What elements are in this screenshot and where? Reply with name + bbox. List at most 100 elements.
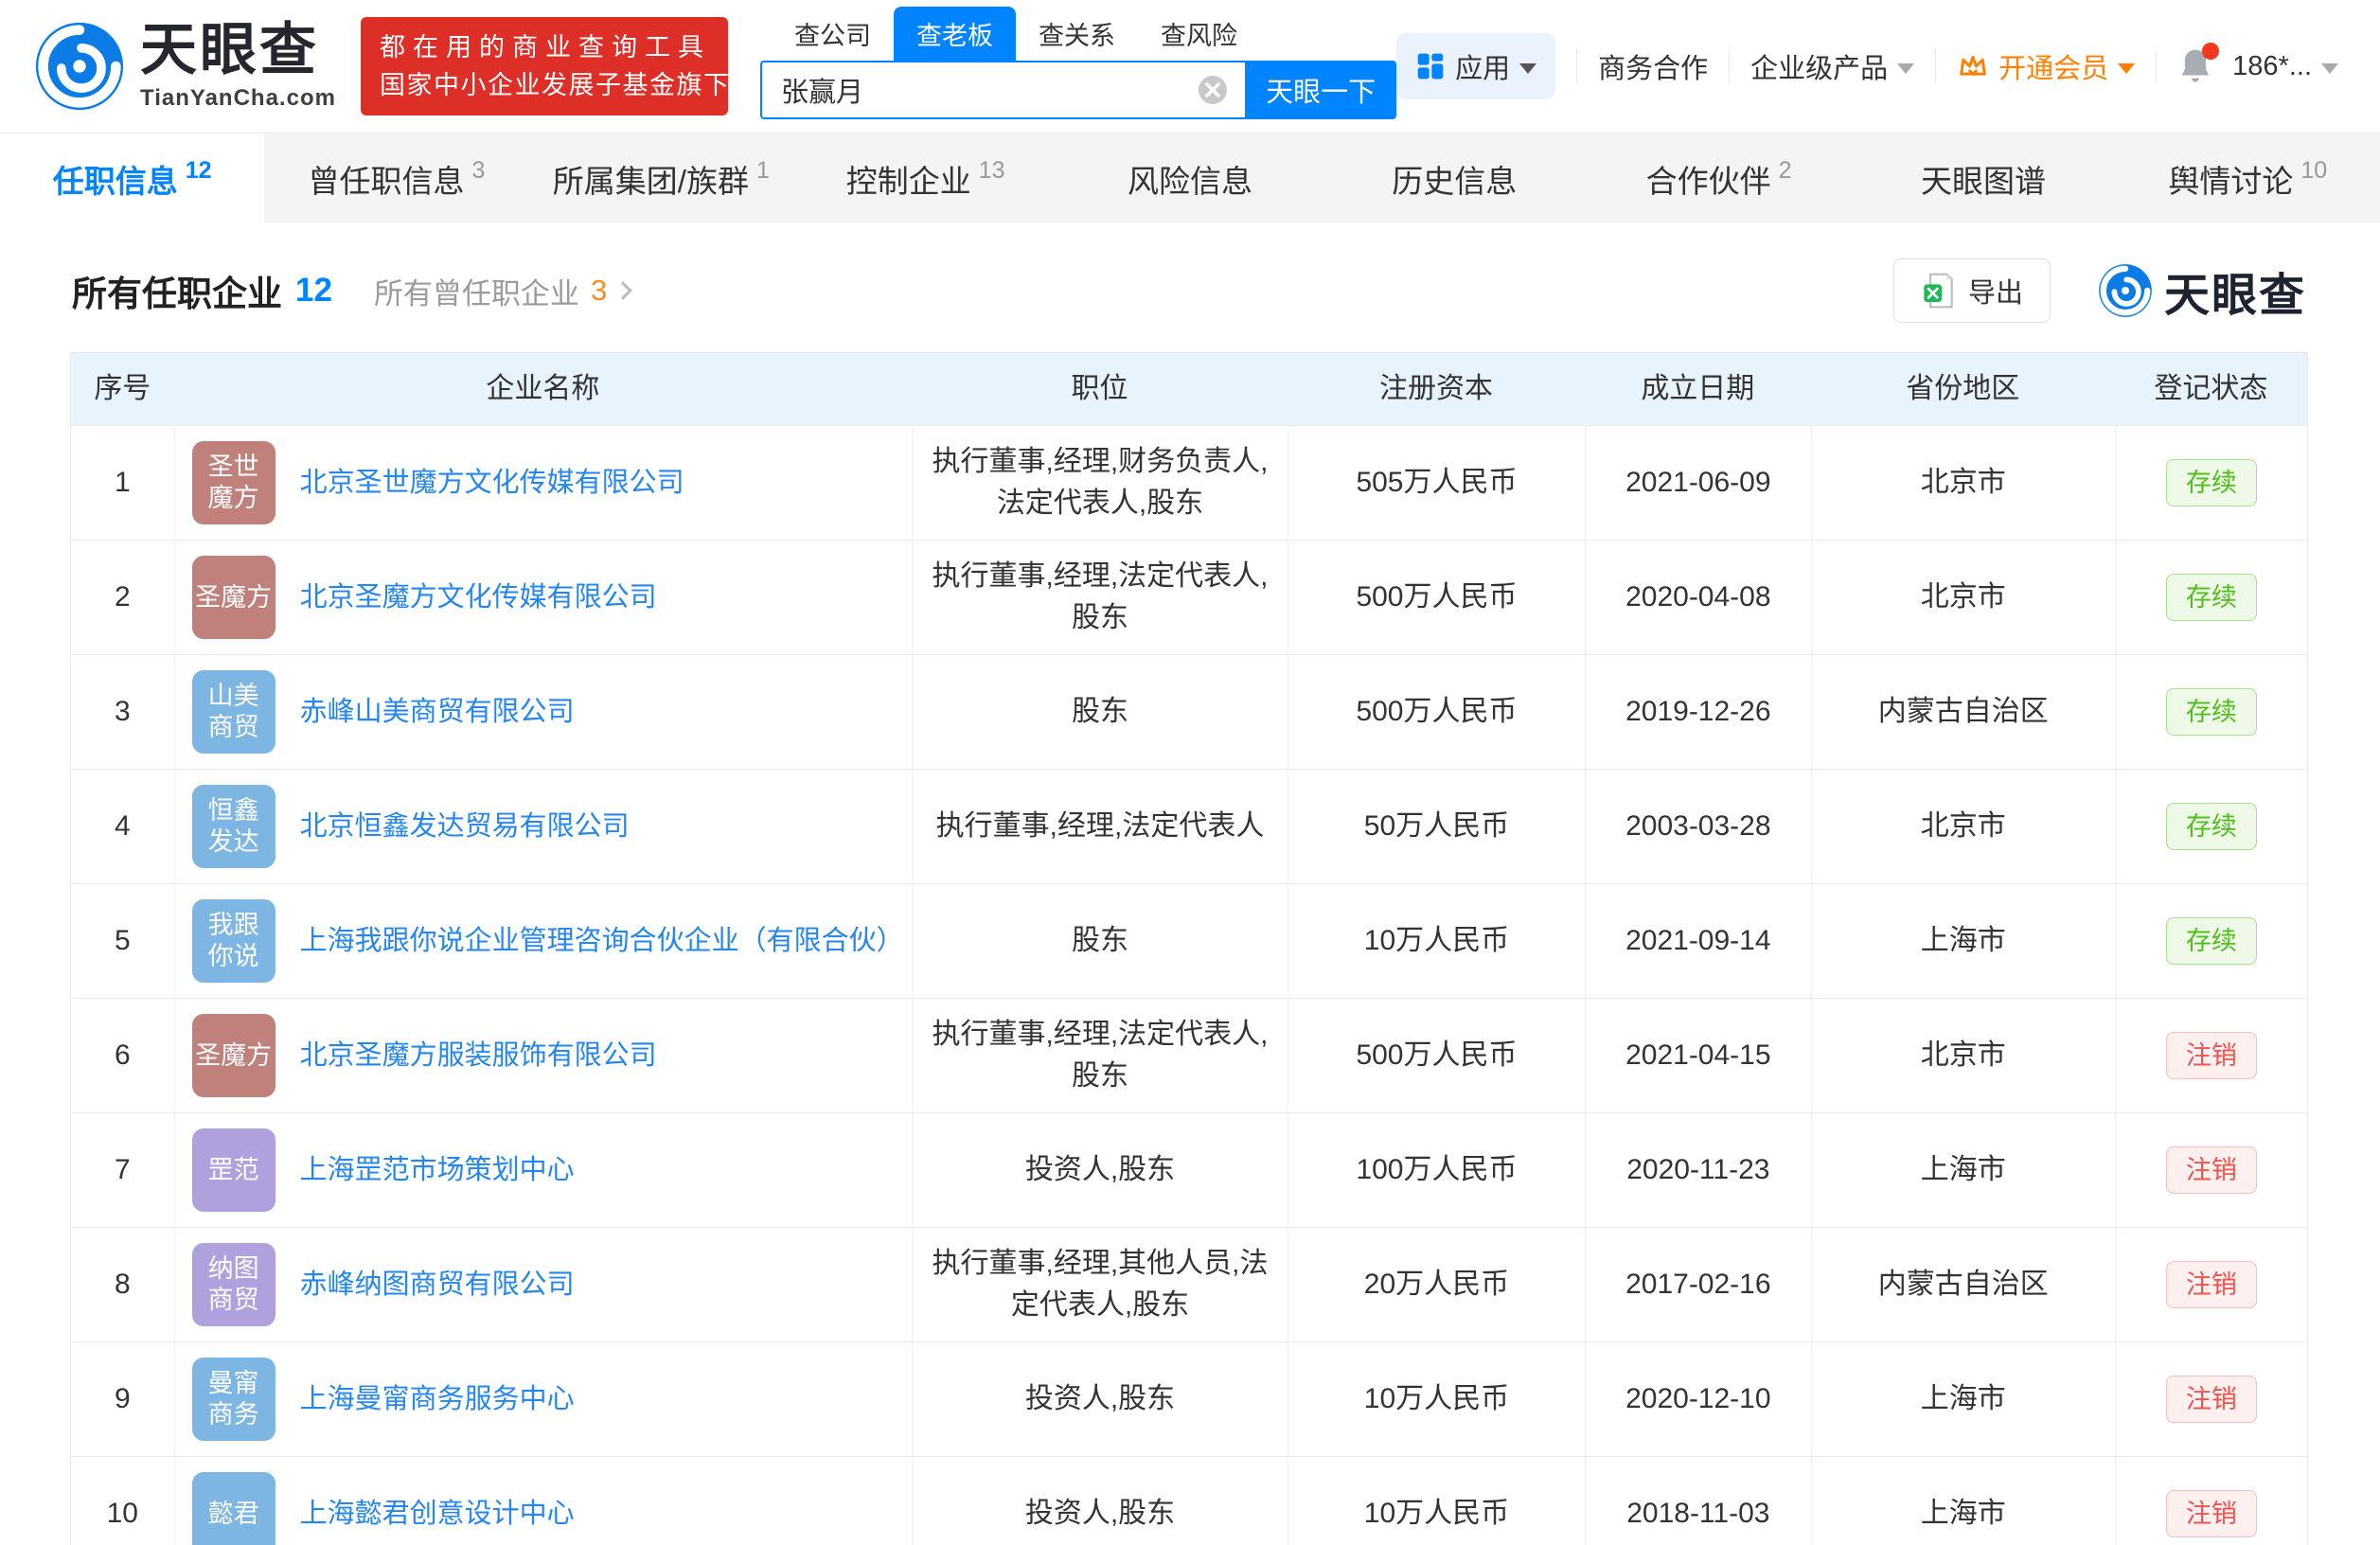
row-index: 1 [114, 467, 131, 498]
company-avatar: 罡范 [191, 1128, 275, 1212]
status-badge: 存续 [2165, 459, 2257, 506]
position-cell: 执行董事,经理,财务负责人,法定代表人,股东 [912, 426, 1288, 540]
capital-cell: 10万人民币 [1287, 1457, 1585, 1545]
table-header-row: 序号 企业名称 职位 注册资本 成立日期 省份地区 登记状态 [71, 353, 2307, 425]
company-link[interactable]: 赤峰纳图商贸有限公司 [299, 1270, 575, 1300]
former-companies-link[interactable]: 所有曾任职企业 3 [374, 270, 633, 312]
nav-biz-cooperation[interactable]: 商务合作 [1598, 46, 1708, 86]
apps-menu-button[interactable]: 应用 [1396, 33, 1556, 99]
company-avatar: 圣魔方 [191, 1014, 275, 1097]
nav-open-vip[interactable]: 开通会员 [1957, 46, 2136, 86]
clear-search-icon[interactable] [1198, 75, 1228, 105]
table-row: 9 曼甯 商务 上海曼甯商务服务中心 投资人,股东 10万人民币 2020-12… [71, 1341, 2307, 1456]
notifications-button[interactable] [2177, 43, 2220, 86]
status-badge: 存续 [2165, 688, 2257, 736]
region-cell: 内蒙古自治区 [1810, 1228, 2115, 1341]
date-cell: 2021-06-09 [1585, 426, 1811, 540]
company-link[interactable]: 上海曼甯商务服务中心 [299, 1384, 575, 1414]
search-tab-boss[interactable]: 查老板 [893, 7, 1016, 61]
company-link[interactable]: 赤峰山美商贸有限公司 [299, 697, 575, 727]
date-cell: 2020-04-08 [1585, 541, 1811, 654]
col-date: 成立日期 [1641, 373, 1755, 404]
company-cell: 我跟 你说 上海我跟你说企业管理咨询合伙企业（有限合伙） [173, 884, 912, 998]
nav-enterprise-products[interactable]: 企业级产品 [1750, 46, 1915, 86]
region-cell: 北京市 [1810, 426, 2115, 540]
row-index: 4 [114, 810, 131, 842]
tab-label: 所属集团/族群 [552, 163, 749, 199]
company-avatar: 恒鑫 发达 [191, 785, 275, 868]
position-cell: 投资人,股东 [912, 1342, 1288, 1456]
status-badge: 存续 [2165, 917, 2257, 965]
search-tab-relation[interactable]: 查关系 [1038, 22, 1115, 50]
search-button[interactable]: 天眼一下 [1245, 61, 1397, 119]
company-link[interactable]: 北京圣魔方服装服饰有限公司 [299, 1040, 657, 1071]
search-tab-company[interactable]: 查公司 [793, 22, 871, 50]
search-tab-risk[interactable]: 查风险 [1160, 22, 1237, 50]
tab-sentiment[interactable]: 舆情讨论 10 [2116, 133, 2380, 223]
export-button[interactable]: 导出 [1892, 258, 2051, 323]
tab-label: 舆情讨论 [2168, 163, 2294, 199]
table-row: 5 我跟 你说 上海我跟你说企业管理咨询合伙企业（有限合伙） 股东 10万人民币… [71, 883, 2307, 998]
capital-cell: 50万人民币 [1287, 770, 1585, 883]
search-input[interactable] [759, 61, 1246, 119]
top-header: 天眼查 TianYanCha.com 都在用的商业查询工具 国家中小企业发展子基… [0, 0, 2380, 133]
company-link[interactable]: 上海罡范市场策划中心 [299, 1155, 575, 1185]
company-cell: 曼甯 商务 上海曼甯商务服务中心 [173, 1342, 912, 1456]
tianyancha-logo[interactable]: 天眼查 TianYanCha.com [34, 21, 336, 112]
date-cell: 2003-03-28 [1585, 770, 1811, 883]
nav-biz-label: 商务合作 [1598, 54, 1709, 84]
position-cell: 投资人,股东 [912, 1113, 1288, 1227]
row-index: 5 [114, 925, 131, 956]
section-title-count: 12 [295, 272, 332, 309]
tab-label: 任职信息 [52, 163, 178, 199]
tab-history-info[interactable]: 历史信息 [1323, 133, 1587, 223]
table-row: 3 山美 商贸 赤峰山美商贸有限公司 股东 500万人民币 2019-12-26… [71, 654, 2307, 769]
tab-count: 13 [978, 157, 1005, 184]
company-avatar: 圣魔方 [191, 556, 275, 639]
status-cell: 注销 [2114, 1113, 2307, 1227]
capital-cell: 505万人民币 [1287, 426, 1585, 540]
tab-label: 风险信息 [1127, 163, 1252, 199]
status-cell: 注销 [2114, 1342, 2307, 1456]
status-cell: 存续 [2114, 541, 2307, 654]
position-cell: 投资人,股东 [912, 1457, 1288, 1545]
status-cell: 存续 [2114, 655, 2307, 769]
company-avatar: 我跟 你说 [191, 899, 275, 983]
search-module: 查公司 查老板 查关系 查风险 天眼一下 [759, 7, 1397, 119]
tab-controlled-companies[interactable]: 控制企业 13 [793, 133, 1057, 223]
capital-cell: 10万人民币 [1287, 884, 1585, 998]
region-cell: 上海市 [1810, 884, 2115, 998]
region-cell: 北京市 [1810, 999, 2115, 1112]
tab-former-positions[interactable]: 曾任职信息 3 [264, 133, 528, 223]
company-link[interactable]: 上海我跟你说企业管理咨询合伙企业（有限合伙） [299, 926, 904, 956]
table-row: 2 圣魔方 北京圣魔方文化传媒有限公司 执行董事,经理,法定代表人,股东 500… [71, 540, 2307, 654]
tab-label: 历史信息 [1392, 163, 1518, 199]
status-badge: 注销 [2165, 1490, 2257, 1537]
company-avatar: 懿君 [191, 1472, 275, 1545]
status-cell: 存续 [2114, 426, 2307, 540]
tab-partners[interactable]: 合作伙伴 2 [1587, 133, 1851, 223]
row-index: 3 [114, 696, 131, 727]
company-link[interactable]: 北京恒鑫发达贸易有限公司 [299, 811, 630, 842]
status-badge: 注销 [2165, 1376, 2257, 1423]
tab-count: 2 [1778, 157, 1792, 184]
region-cell: 北京市 [1810, 541, 2115, 654]
promo-banner-line1: 都在用的商业查询工具 [379, 33, 711, 62]
company-link[interactable]: 北京圣魔方文化传媒有限公司 [299, 582, 657, 613]
company-link[interactable]: 上海懿君创意设计中心 [299, 1499, 575, 1529]
status-cell: 注销 [2114, 1228, 2307, 1341]
company-cell: 圣魔方 北京圣魔方文化传媒有限公司 [173, 541, 912, 654]
date-cell: 2017-02-16 [1585, 1228, 1811, 1341]
tab-graph[interactable]: 天眼图谱 [1851, 133, 2115, 223]
tab-risk-info[interactable]: 风险信息 [1057, 133, 1322, 223]
position-cell: 执行董事,经理,法定代表人 [912, 770, 1288, 883]
tab-label: 曾任职信息 [308, 163, 465, 199]
tab-group[interactable]: 所属集团/族群 1 [529, 133, 793, 223]
chevron-right-icon [613, 281, 633, 300]
account-menu[interactable]: 186*... [2232, 51, 2338, 82]
region-cell: 上海市 [1810, 1457, 2115, 1545]
tab-positions[interactable]: 任职信息 12 [0, 133, 265, 223]
row-index: 7 [114, 1154, 131, 1185]
company-link[interactable]: 北京圣世魔方文化传媒有限公司 [299, 468, 684, 498]
tianyancha-swirl-icon [2099, 264, 2152, 317]
